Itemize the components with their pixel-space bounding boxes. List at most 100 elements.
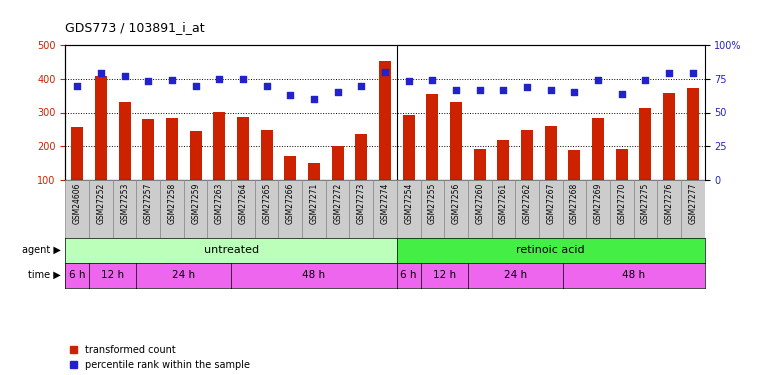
Bar [89,180,112,238]
Bar [379,61,391,180]
Point [166,77,178,83]
Bar [326,180,350,238]
Bar [95,76,107,180]
Point [403,78,415,84]
Bar [616,148,628,180]
Point [119,73,131,79]
Bar [397,180,420,238]
Bar [515,180,539,238]
Text: retinoic acid: retinoic acid [517,245,585,255]
Bar [663,93,675,180]
Bar [231,180,255,238]
Point [284,92,296,98]
Bar [639,108,651,180]
Text: 6 h: 6 h [69,270,85,280]
Point [213,76,226,82]
Text: GSM27259: GSM27259 [191,183,200,224]
Point [71,82,83,88]
Text: GSM27260: GSM27260 [475,183,484,224]
Bar [444,180,468,238]
Point [687,70,699,76]
Text: 48 h: 48 h [303,270,326,280]
Point [592,77,604,83]
Text: GSM27274: GSM27274 [380,183,390,224]
Point [663,70,675,76]
Text: GSM27253: GSM27253 [120,183,129,224]
Bar [356,134,367,180]
Point [615,91,628,97]
Text: GSM24606: GSM24606 [73,183,82,224]
Bar [237,117,249,180]
Text: GSM27258: GSM27258 [167,183,176,224]
Text: 6 h: 6 h [400,270,417,280]
Bar [332,146,343,180]
Point [379,69,391,75]
Bar [284,156,296,180]
Point [497,87,510,93]
Bar [213,112,226,180]
Text: GSM27265: GSM27265 [262,183,271,224]
Text: untreated: untreated [203,245,259,255]
Bar [658,180,681,238]
Bar [568,150,581,180]
Bar [261,130,273,180]
Bar [160,180,184,238]
Point [355,82,367,88]
Text: GSM27272: GSM27272 [333,183,342,224]
Bar [136,180,160,238]
Point [544,87,557,93]
Text: GSM27268: GSM27268 [570,183,579,224]
Bar [279,180,302,238]
Bar [427,94,438,180]
Text: GSM27266: GSM27266 [286,183,295,224]
Point [260,82,273,88]
Bar [539,180,563,238]
Bar [65,180,89,238]
Bar [563,180,586,238]
Bar [302,180,326,238]
Text: GSM27270: GSM27270 [618,183,626,224]
Bar [184,180,207,238]
Bar [142,119,154,180]
Bar [497,140,509,180]
Point [521,84,533,90]
Text: 24 h: 24 h [172,270,196,280]
Text: GSM27263: GSM27263 [215,183,224,224]
Text: GSM27271: GSM27271 [310,183,319,224]
Point [237,76,249,82]
Bar [308,163,320,180]
Point [142,78,155,84]
Point [639,77,651,83]
Bar [450,102,462,180]
Bar [166,118,178,180]
Point [95,70,107,76]
Bar [420,180,444,238]
Text: GSM27257: GSM27257 [144,183,152,224]
Text: GSM27256: GSM27256 [451,183,460,224]
Point [332,89,344,95]
Text: GSM27277: GSM27277 [688,183,697,224]
Bar [189,131,202,180]
Bar [681,180,705,238]
Text: GSM27273: GSM27273 [357,183,366,224]
Text: GSM27252: GSM27252 [96,183,105,224]
Point [308,96,320,102]
Bar [72,127,83,180]
Bar [491,180,515,238]
Bar [255,180,279,238]
Text: 12 h: 12 h [433,270,456,280]
Point [568,89,581,95]
Bar [586,180,610,238]
Bar [592,118,604,180]
Bar [207,180,231,238]
Text: 48 h: 48 h [622,270,645,280]
Text: agent ▶: agent ▶ [22,245,61,255]
Text: GSM27262: GSM27262 [523,183,531,224]
Text: 12 h: 12 h [101,270,124,280]
Bar [119,102,131,180]
Bar [634,180,658,238]
Bar [350,180,373,238]
Point [426,77,438,83]
Point [450,87,462,93]
Bar [474,148,486,180]
